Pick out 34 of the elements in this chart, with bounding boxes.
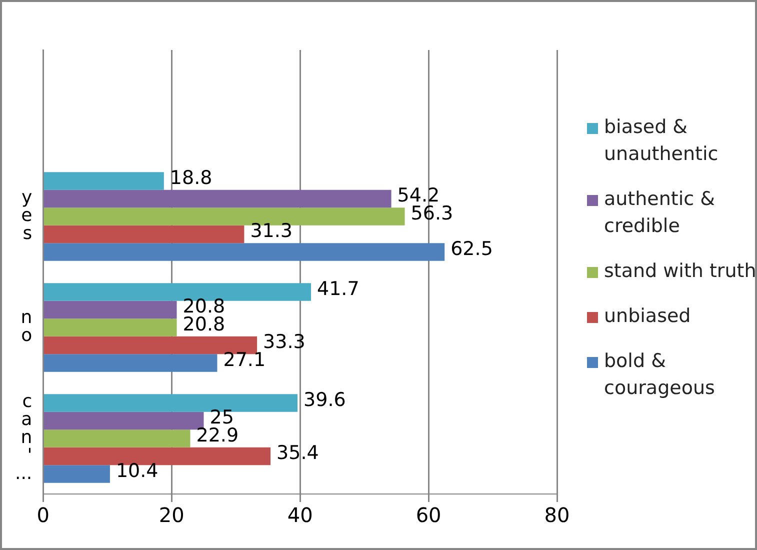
x-tick-label: 60 xyxy=(416,503,442,528)
data-label: 41.7 xyxy=(317,278,360,300)
bar xyxy=(44,300,177,319)
legend-label: authentic & credible xyxy=(604,187,716,239)
data-label: 22.9 xyxy=(196,424,239,446)
bar xyxy=(44,190,392,208)
x-tick-label: 20 xyxy=(158,503,184,528)
y-tick-label: yes xyxy=(21,187,33,244)
data-label: 35.4 xyxy=(276,442,319,464)
legend-label: bold & courageous xyxy=(604,349,716,401)
data-label: 62.5 xyxy=(450,238,493,260)
data-label: 56.3 xyxy=(410,202,454,224)
bar xyxy=(44,318,177,336)
data-label: 27.1 xyxy=(223,348,266,371)
bar xyxy=(44,430,190,448)
legend-label: unbiased xyxy=(604,304,691,329)
data-label: 33.3 xyxy=(263,331,306,354)
legend-label: stand with truth xyxy=(604,259,756,284)
data-label: 10.4 xyxy=(116,460,158,482)
bar xyxy=(44,225,244,244)
x-tick-label: 40 xyxy=(287,503,313,528)
bar xyxy=(44,354,218,372)
y-tick-label: can'... xyxy=(14,391,32,484)
y-tick-label: no xyxy=(20,307,32,346)
data-label: 31.3 xyxy=(250,220,293,242)
bar xyxy=(44,172,164,190)
x-tick-label: 0 xyxy=(36,503,50,528)
legend-label: biased & unauthentic xyxy=(604,115,720,167)
data-label: 20.8 xyxy=(182,313,226,336)
x-tick-label: 80 xyxy=(544,503,570,528)
data-label: 18.8 xyxy=(170,166,212,189)
data-label: 39.6 xyxy=(304,388,346,411)
bar xyxy=(44,243,445,261)
bar xyxy=(44,465,110,483)
